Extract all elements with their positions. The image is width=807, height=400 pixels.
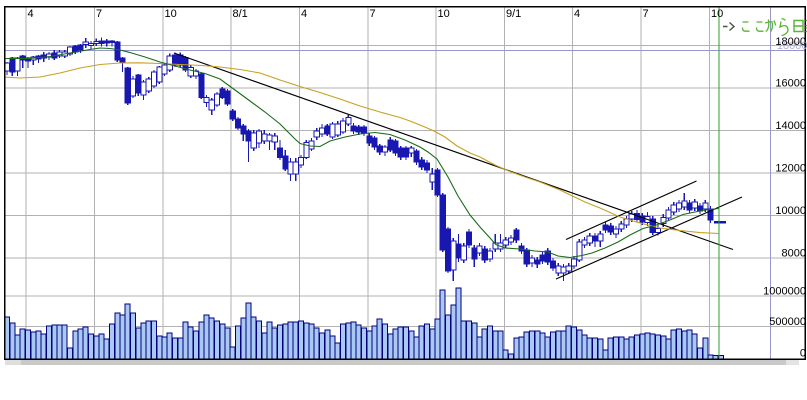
svg-text:10: 10 [165, 8, 177, 20]
svg-text:10: 10 [711, 8, 723, 20]
svg-text:8/1: 8/1 [233, 8, 248, 20]
svg-text:0: 0 [800, 348, 806, 360]
svg-text:10: 10 [438, 8, 450, 20]
svg-text:12000: 12000 [775, 163, 806, 175]
svg-text:500000: 500000 [769, 316, 806, 328]
svg-text:18000: 18000 [775, 36, 806, 48]
svg-text:4: 4 [28, 8, 34, 20]
svg-text:4: 4 [301, 8, 307, 20]
svg-text:16000: 16000 [775, 78, 806, 90]
svg-text:4: 4 [574, 8, 580, 20]
svg-text:10000: 10000 [775, 205, 806, 217]
svg-text:7: 7 [643, 8, 649, 20]
svg-text:7: 7 [96, 8, 102, 20]
svg-text:14000: 14000 [775, 120, 806, 132]
svg-text:8000: 8000 [782, 248, 806, 260]
svg-text:7: 7 [370, 8, 376, 20]
svg-text:1000000: 1000000 [763, 286, 806, 298]
svg-text:18000: 18000 [777, 40, 807, 52]
svg-text:9/1: 9/1 [506, 8, 521, 20]
